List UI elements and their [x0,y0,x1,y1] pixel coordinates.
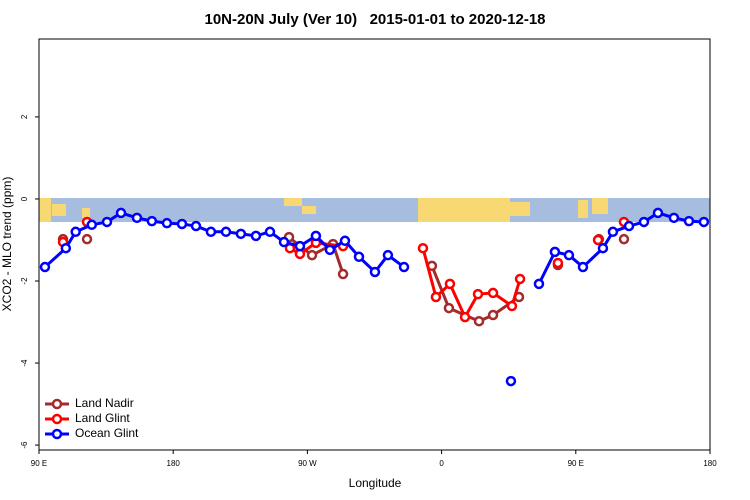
legend-marker [51,398,63,410]
x-tick-label: 90 W [298,459,317,468]
point [339,235,351,247]
point [324,244,336,256]
x-tick-label: 0 [439,459,444,468]
point [473,315,485,327]
point [264,226,276,238]
point [398,261,410,273]
point [306,249,318,261]
point [235,228,247,240]
y-tick-label: 2 [20,114,29,119]
point [668,212,680,224]
point [487,309,499,321]
point [369,266,381,278]
x-axis-label: Longitude [349,476,402,490]
point [115,207,127,219]
point [533,278,545,290]
point [146,215,158,227]
point [294,240,306,252]
point [459,311,471,323]
legend-label: Land Nadir [75,396,134,410]
point [310,230,322,242]
point [444,278,456,290]
point [417,242,429,254]
point [278,236,290,248]
point [683,215,695,227]
point [443,302,455,314]
point [101,216,113,228]
legend-marker [51,428,63,440]
point [472,288,484,300]
legend-marker [51,413,63,425]
y-tick-label: 0 [20,196,29,201]
legend-label: Ocean Glint [75,426,139,440]
point [81,233,93,245]
point [607,226,619,238]
point [592,234,604,246]
y-axis-label: XCO2 - MLO trend (ppm) [0,177,14,312]
point [652,207,664,219]
point [39,261,51,273]
point [623,220,635,232]
point [698,216,710,228]
point [597,242,609,254]
point [618,233,630,245]
point [70,226,81,238]
point [430,291,442,303]
y-tick-label: -6 [20,441,29,449]
point [549,246,561,258]
y-tick-label: -2 [20,277,29,285]
point [176,218,188,230]
legend-label: Land Glint [75,411,130,425]
point [161,217,173,229]
point [505,375,517,387]
point [577,261,589,273]
y-tick-label: -4 [20,359,29,367]
point [220,226,232,238]
x-tick-label: 90 E [568,459,584,468]
point [205,226,217,238]
chart-title: 10N-20N July (Ver 10) 2015-01-01 to 2020… [204,11,545,28]
point [337,268,349,280]
point [487,287,499,299]
point [513,291,525,303]
point [563,249,575,261]
point [382,249,394,261]
point [131,212,143,224]
plot-frame [38,38,711,451]
x-tick-label: 90 E [31,459,47,468]
point [638,216,650,228]
point [353,251,365,263]
point [60,242,72,254]
point [506,300,518,312]
point [250,230,262,242]
x-tick-label: 180 [703,459,717,468]
x-tick-label: 180 [167,459,181,468]
point [190,220,202,232]
point [86,219,98,231]
point [514,273,526,285]
point [552,257,564,269]
